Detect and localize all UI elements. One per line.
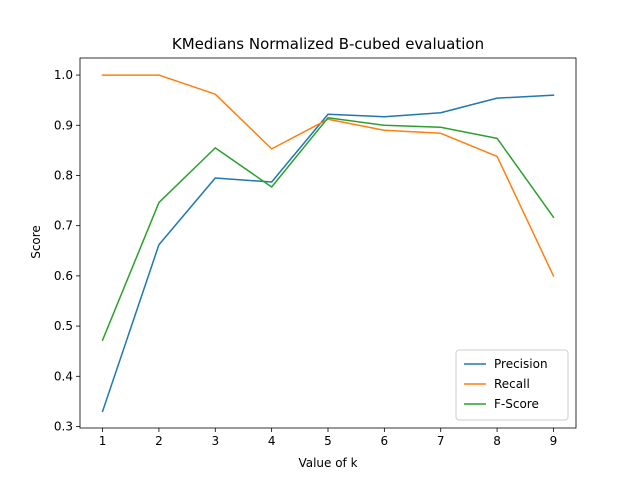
y-tick-label: 0.5 bbox=[54, 319, 73, 333]
y-tick-label: 1.0 bbox=[54, 68, 73, 82]
y-tick-label: 0.3 bbox=[54, 419, 73, 433]
x-axis-label: Value of k bbox=[298, 456, 357, 470]
x-tick-label: 7 bbox=[437, 434, 445, 448]
x-tick-label: 1 bbox=[99, 434, 107, 448]
legend-box bbox=[455, 349, 569, 421]
y-tick-label: 0.8 bbox=[54, 168, 73, 182]
y-tick-label: 0.4 bbox=[54, 369, 73, 383]
x-tick-label: 2 bbox=[155, 434, 163, 448]
x-tick-label: 3 bbox=[211, 434, 219, 448]
legend-label-precision: Precision bbox=[494, 357, 548, 371]
series-line-precision bbox=[101, 94, 555, 413]
x-tick-label: 6 bbox=[381, 434, 389, 448]
x-tick-label: 8 bbox=[493, 434, 501, 448]
y-tick-label: 0.9 bbox=[54, 118, 73, 132]
y-axis-label: Score bbox=[29, 225, 43, 259]
chart-title: KMedians Normalized B-cubed evaluation bbox=[172, 35, 484, 53]
y-tick-label: 0.6 bbox=[54, 269, 73, 283]
x-tick-label: 5 bbox=[324, 434, 332, 448]
series-line-f-score bbox=[101, 116, 555, 342]
legend-label-recall: Recall bbox=[494, 377, 530, 391]
plot-area: 1 2 3 4 5 6 7 8 9 0.3 0.4 0.5 0.6 0.7 0.8 0.9 1.0 Precisi… bbox=[54, 57, 577, 448]
y-tick-label: 0.7 bbox=[54, 219, 73, 233]
series-line-recall bbox=[101, 74, 555, 277]
x-tick-label: 9 bbox=[550, 434, 558, 448]
legend-label-f-score: F-Score bbox=[494, 397, 539, 411]
x-tick-label: 4 bbox=[268, 434, 276, 448]
